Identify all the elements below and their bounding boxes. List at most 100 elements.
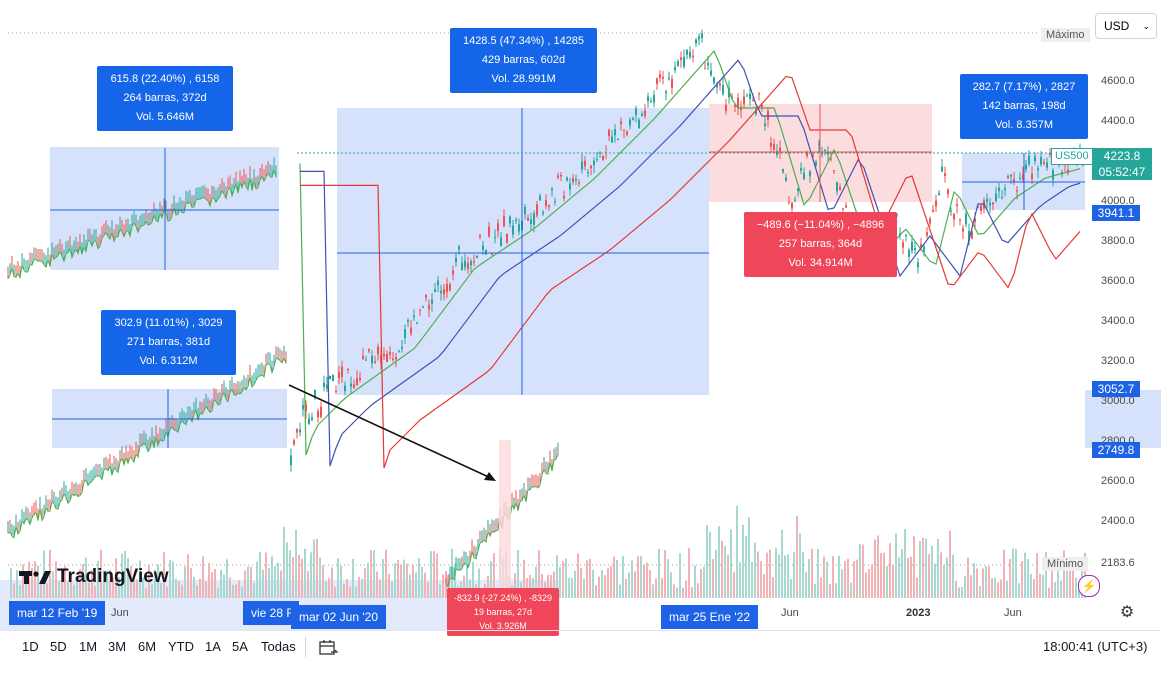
candle-body — [812, 155, 814, 157]
timeframe-5d[interactable]: 5D — [50, 639, 67, 654]
candle-body — [971, 231, 973, 239]
timeframe-5a[interactable]: 5A — [232, 639, 248, 654]
volume-bar — [814, 584, 816, 598]
volume-bar — [415, 572, 417, 598]
volume-bar — [253, 583, 255, 598]
volume-bar — [937, 538, 939, 598]
volume-bar — [208, 563, 210, 598]
symbol-tag: US500 — [1051, 148, 1093, 165]
measure-box-4[interactable]: −489.6 (−11.04%) , −4896 257 barras, 364… — [744, 212, 897, 277]
measure-box-1[interactable]: 615.8 (22.40%) , 6158 264 barras, 372d V… — [97, 66, 233, 131]
volume-bar — [364, 568, 366, 598]
volume-bar — [586, 560, 588, 598]
volume-bar — [616, 559, 618, 598]
volume-bar — [487, 575, 489, 598]
volume-bar — [433, 551, 435, 598]
volume-bar — [265, 552, 267, 598]
volume-bar — [802, 551, 804, 598]
volume-bar — [985, 566, 987, 598]
volume-bar — [136, 579, 138, 598]
candle-body — [485, 250, 487, 255]
lightning-icon[interactable]: ⚡ — [1078, 575, 1100, 597]
volume-bar — [493, 553, 495, 598]
candle-body — [1025, 164, 1027, 170]
volume-bar — [151, 584, 153, 598]
volume-bar — [787, 554, 789, 598]
volume-bar — [727, 554, 729, 598]
measure-box-2[interactable]: 302.9 (11.01%) , 3029 271 barras, 381d V… — [101, 310, 236, 375]
candle-body — [782, 168, 784, 173]
volume-bar — [589, 558, 591, 598]
candle-body — [695, 39, 697, 44]
timeframe-1m[interactable]: 1M — [79, 639, 98, 654]
candle-body — [635, 108, 637, 116]
timeframe-todas[interactable]: Todas — [261, 639, 296, 654]
volume-bar — [280, 570, 282, 598]
timeframe-1d[interactable]: 1D — [22, 639, 39, 654]
volume-bar — [103, 570, 105, 598]
candle-body — [734, 104, 736, 107]
volume-bar — [19, 584, 21, 598]
candle-body — [359, 377, 361, 381]
measure-4-line-1: −489.6 (−11.04%) , −4896 — [756, 219, 885, 231]
ma-red-line — [300, 75, 1081, 469]
settings-gear-icon[interactable]: ⚙ — [1119, 604, 1135, 621]
candle-body — [944, 173, 946, 176]
candle-body — [743, 96, 745, 105]
candle-body — [965, 213, 967, 225]
candle-body — [488, 226, 490, 237]
candle-body — [290, 455, 292, 466]
candle-body — [611, 136, 613, 143]
volume-bar — [1030, 574, 1032, 598]
volume-bar — [394, 563, 396, 598]
measure-box-5[interactable]: 282.7 (7.17%) , 2827 142 barras, 198d Vo… — [960, 74, 1088, 139]
bottom-toolbar-divider — [0, 630, 1161, 631]
measure-4-line-3: Vol. 34.914M — [788, 257, 853, 269]
measure-box-3[interactable]: 1428.5 (47.34%) , 14285 429 barras, 602d… — [450, 28, 597, 93]
clock-utc[interactable]: 18:00:41 (UTC+3) — [1043, 639, 1148, 654]
min-label: Mínimo — [1042, 557, 1089, 571]
candle-body — [479, 235, 481, 238]
measure-box-6[interactable]: -832.9 (-27.24%) , -8329 19 barras, 27d … — [447, 588, 559, 636]
volume-bar — [145, 587, 147, 598]
volume-bar — [634, 571, 636, 598]
timeframe-6m[interactable]: 6M — [138, 639, 157, 654]
volume-bar — [301, 558, 303, 598]
calendar-range-icon[interactable] — [318, 638, 340, 658]
candle-body — [311, 417, 313, 420]
y-tick-label: 2600.0 — [1101, 475, 1135, 487]
candle-body — [686, 49, 688, 55]
volume-bar — [973, 563, 975, 598]
candle-body — [917, 262, 919, 268]
measure-2-line-3: Vol. 6.312M — [139, 355, 198, 367]
candle-body — [1022, 174, 1024, 180]
timeframe-1a[interactable]: 1A — [205, 639, 221, 654]
x-tick-jun-2: Jun — [781, 607, 799, 619]
volume-bar — [211, 571, 213, 598]
timeframe-3m[interactable]: 3M — [108, 639, 127, 654]
candle-body — [1043, 162, 1045, 164]
candle-body — [989, 202, 991, 206]
currency-selector[interactable]: USD ⌄ — [1095, 13, 1157, 39]
measure-1-line-3: Vol. 5.646M — [135, 111, 195, 123]
candle-body — [908, 250, 910, 257]
volume-bar — [577, 553, 579, 598]
measure-3-line-2: 429 barras, 602d — [481, 54, 566, 66]
volume-bar — [64, 566, 66, 598]
volume-bar — [1021, 561, 1023, 598]
candle-body — [587, 171, 589, 173]
candle-body — [392, 358, 394, 360]
volume-bar — [13, 583, 15, 598]
volume-bar — [730, 529, 732, 598]
candle-body — [641, 113, 643, 117]
candle-body — [548, 205, 550, 207]
timeframe-ytd[interactable]: YTD — [168, 639, 194, 654]
volume-bar — [856, 559, 858, 598]
candle-body — [542, 212, 544, 214]
candle-body — [1013, 179, 1015, 182]
volume-bar — [748, 517, 750, 598]
volume-bar — [325, 581, 327, 598]
volume-bar — [61, 570, 63, 598]
inset-1-ma — [7, 169, 277, 280]
